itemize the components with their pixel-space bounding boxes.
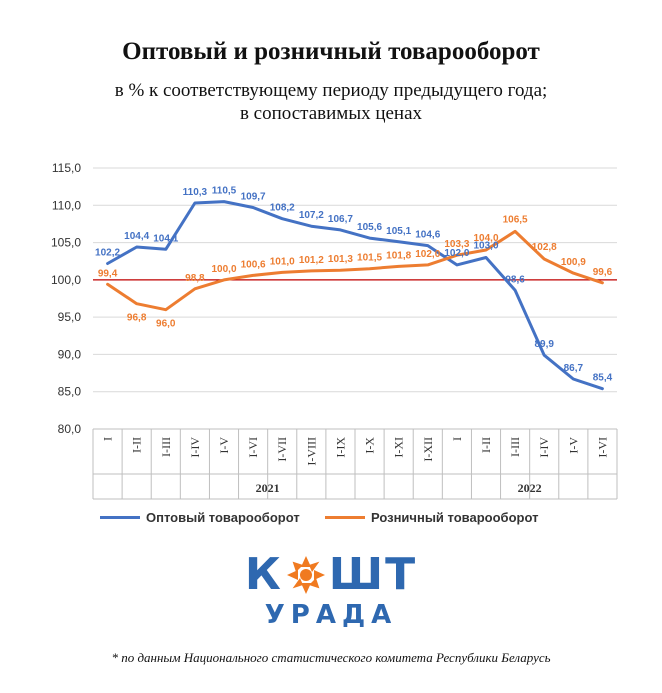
data-label-wholesale: 102,2: [95, 247, 120, 258]
series-line-wholesale: [106, 200, 604, 391]
x-tick-label: I-X: [363, 437, 377, 454]
y-tick-label: 110,0: [52, 198, 81, 212]
chart-title: Оптовый и розничный товарооборот: [122, 38, 540, 65]
x-tick-label: I-IV: [537, 437, 551, 458]
x-tick-label: I-V: [566, 437, 580, 454]
data-label-retail: 99,4: [98, 268, 118, 279]
data-label-retail: 100,6: [241, 259, 266, 270]
data-label-wholesale: 104,6: [415, 230, 440, 241]
x-tick-label: I-II: [479, 437, 493, 453]
data-label-wholesale: 109,7: [241, 192, 266, 203]
data-label-wholesale: 108,2: [270, 203, 295, 214]
x-tick-label: I-III: [159, 437, 173, 457]
year-group-label: 2021: [256, 481, 280, 495]
data-label-retail: 103,3: [444, 239, 469, 250]
logo: К ШТ: [0, 548, 662, 600]
data-label-retail: 101,5: [357, 253, 382, 264]
data-label-retail: 98,8: [185, 273, 205, 284]
data-label-wholesale: 102,0: [444, 248, 469, 259]
data-label-wholesale: 86,7: [564, 363, 584, 374]
chart-subtitle-line1: в % к соответствующему периоду предыдуще…: [114, 80, 548, 101]
logo-text-right: ШТ: [328, 549, 418, 600]
legend-swatch-retail: [325, 516, 365, 519]
data-label-retail: 101,0: [270, 256, 295, 267]
data-label-retail: 101,8: [386, 250, 411, 261]
data-label-wholesale: 89,9: [534, 339, 554, 350]
x-tick-label: I-VIII: [304, 437, 318, 466]
data-label-retail: 102,0: [415, 249, 440, 260]
x-tick-label: I-VI: [246, 437, 260, 458]
data-label-wholesale: 105,1: [386, 226, 411, 237]
y-tick-label: 100,0: [51, 273, 81, 287]
legend-item-wholesale: Оптовый товарооборот: [100, 510, 300, 525]
y-tick-label: 85,0: [58, 385, 82, 399]
data-label-retail: 100,0: [211, 264, 236, 275]
source-footnote: * по данным Национального статистическог…: [111, 650, 551, 665]
data-label-wholesale: 106,7: [328, 214, 353, 225]
data-label-wholesale: 98,6: [505, 274, 525, 285]
x-tick-label: I-IV: [188, 437, 202, 458]
data-label-wholesale: 104,1: [153, 233, 178, 244]
data-label-retail: 104,0: [473, 233, 498, 244]
y-tick-label: 95,0: [58, 310, 82, 324]
x-tick-label: I-V: [217, 437, 231, 454]
x-tick-label: I: [450, 437, 464, 441]
legend-label-wholesale: Оптовый товарооборот: [146, 510, 300, 525]
data-label-retail: 99,6: [593, 267, 613, 278]
data-label-retail: 102,8: [532, 242, 557, 253]
y-tick-label: 90,0: [58, 347, 82, 361]
data-label-wholesale: 110,3: [183, 187, 208, 198]
series-line-retail: [106, 229, 604, 312]
x-tick-label: I-XI: [392, 437, 406, 458]
y-tick-label: 80,0: [58, 422, 82, 436]
data-label-wholesale: 107,2: [299, 210, 324, 221]
data-label-retail: 100,9: [561, 257, 586, 268]
legend-item-retail: Розничный товарооборот: [325, 510, 538, 525]
data-label-retail: 106,5: [503, 214, 528, 225]
y-tick-label: 105,0: [51, 236, 81, 250]
data-label-wholesale: 110,5: [212, 186, 237, 197]
data-label-retail: 101,3: [328, 254, 353, 265]
data-label-wholesale: 104,4: [124, 231, 149, 242]
logo-text-left: К: [244, 549, 283, 600]
sun-logo-icon: [286, 556, 325, 594]
x-tick-label: I-VII: [275, 437, 289, 462]
logo-subtext: УРАДА: [264, 600, 398, 630]
x-tick-label: I-II: [130, 437, 144, 453]
data-label-retail: 101,2: [299, 255, 324, 266]
line-chart: 80,0 85,0 90,0 95,0 100,0 105,0 110,0 115,0 I I-I…: [51, 161, 618, 500]
legend-swatch-wholesale: [100, 516, 140, 519]
x-tick-label: I-VI: [595, 437, 609, 458]
year-group-label: 2022: [518, 481, 542, 495]
x-tick-label: I-IX: [333, 437, 347, 458]
legend-label-retail: Розничный товарооборот: [371, 510, 539, 525]
data-label-retail: 96,0: [156, 319, 176, 330]
data-label-wholesale: 103,0: [473, 240, 498, 251]
data-label-retail: 96,8: [127, 313, 147, 324]
x-tick-label: I-III: [508, 437, 522, 457]
data-label-wholesale: 105,6: [357, 222, 382, 233]
x-tick-label: I: [101, 437, 115, 441]
chart-subtitle-line2: в сопоставимых ценах: [239, 103, 423, 124]
y-tick-label: 115,0: [52, 161, 81, 175]
data-label-wholesale: 85,4: [593, 373, 613, 384]
x-tick-label: I-XII: [421, 437, 435, 462]
